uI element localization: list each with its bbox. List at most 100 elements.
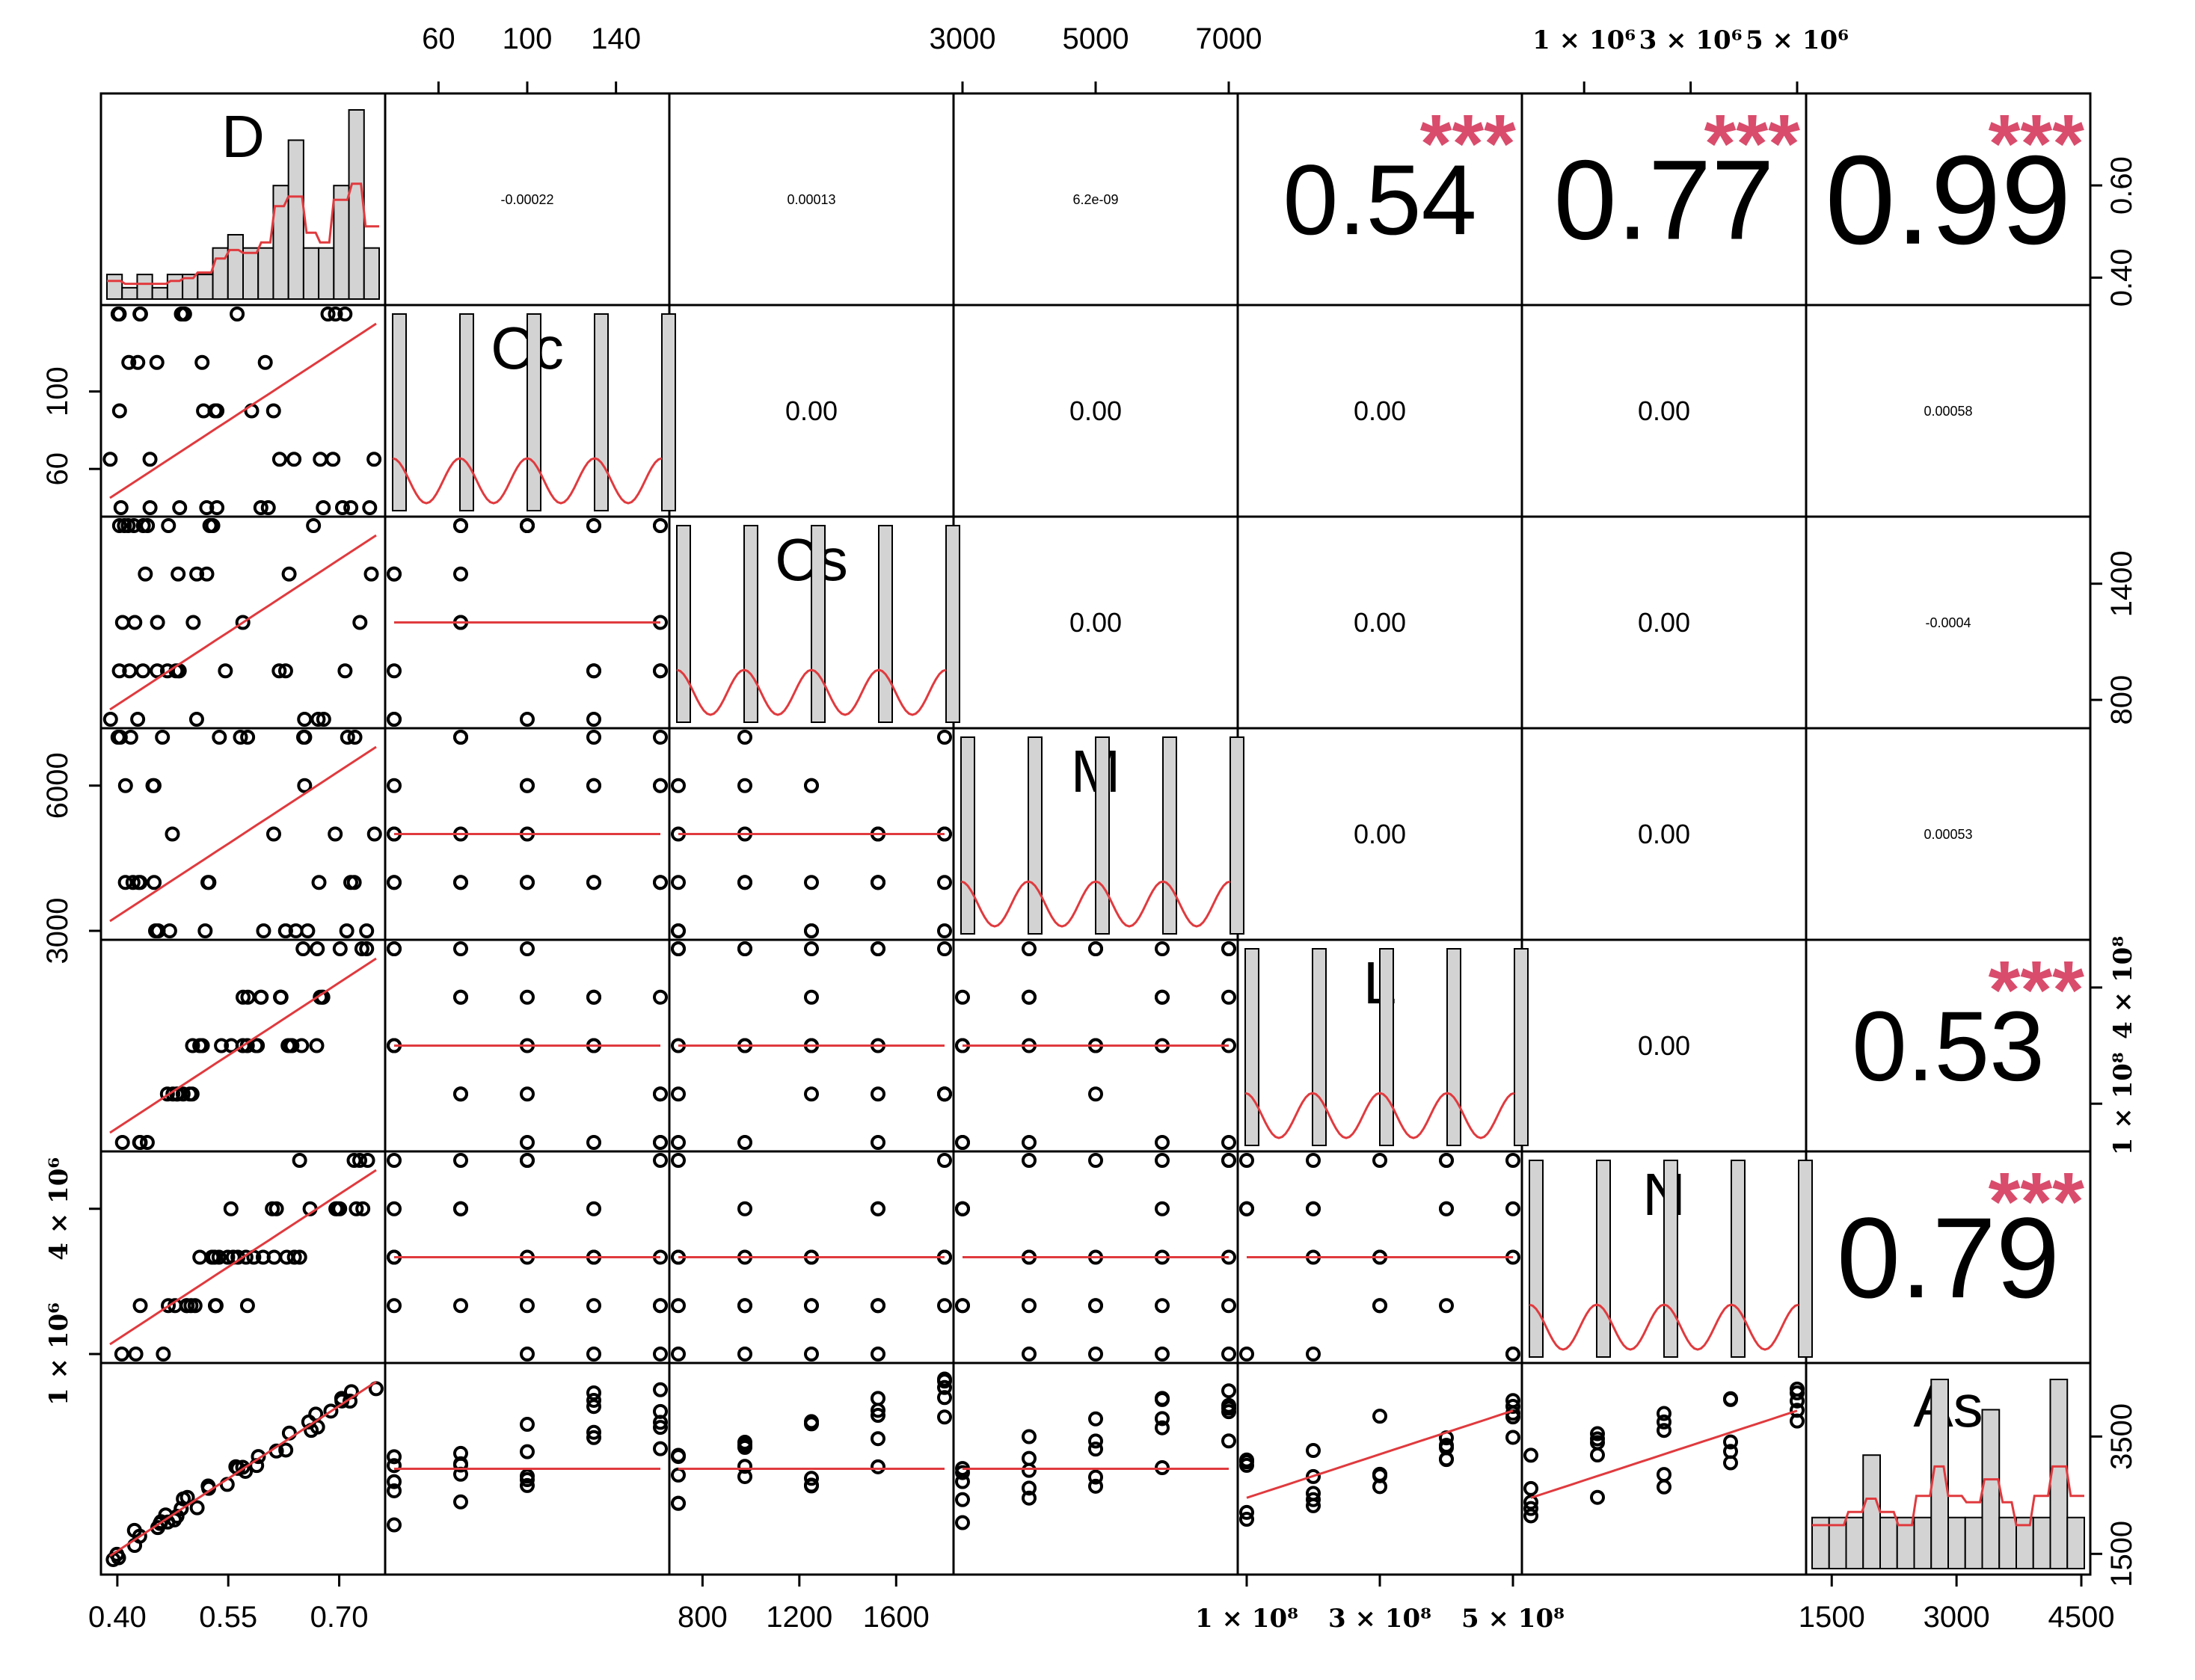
correlation-value-1-5: 0.00	[1638, 396, 1690, 426]
scatter-point-4-0-22	[273, 989, 289, 1005]
histogram-bar-Cs-3	[878, 525, 893, 723]
scatter-point-6-5-17	[1657, 1479, 1671, 1495]
correlation-value-4-6: 0.53	[1852, 991, 2045, 1102]
scatter-point-6-4-23	[1439, 1452, 1454, 1468]
scatter-point-2-0-10	[189, 566, 205, 582]
scatter-point-5-1-22	[520, 1153, 535, 1168]
scatter-point-5-1-24	[653, 1298, 668, 1314]
scatter-point-1-0-9	[172, 500, 188, 515]
scatter-point-3-0-34	[297, 778, 313, 793]
scatter-point-1-0-25	[343, 500, 359, 515]
scatter-point-1-0-17	[111, 403, 127, 419]
histogram-bar-M-2	[1095, 736, 1110, 935]
scatter-point-4-3-2	[1088, 1086, 1103, 1102]
scatter-point-6-2-20	[671, 1495, 686, 1511]
scatter-point-5-1-4	[653, 1153, 668, 1168]
histogram-bar-D-6	[197, 274, 214, 300]
scatter-point-1-0-24	[194, 354, 210, 370]
histogram-bar-Cs-0	[676, 525, 691, 723]
histogram-bar-D-9	[242, 247, 260, 300]
histogram-bar-Cc-3	[594, 313, 609, 511]
scatter-point-6-1-9	[653, 1441, 668, 1456]
scatter-point-6-4-10	[1239, 1454, 1254, 1470]
scatter-panel-1-0	[102, 307, 382, 515]
scatter-point-2-0-18	[218, 663, 233, 679]
scatter-point-2-1-19	[653, 663, 668, 679]
scatter-point-5-1-16	[453, 1201, 468, 1216]
scatter-point-6-3-15	[955, 1515, 970, 1530]
scatter-point-2-0-35	[140, 518, 156, 533]
scatter-point-3-2-23	[871, 875, 885, 890]
scatter-point-3-1-22	[520, 875, 535, 890]
scatter-point-6-3-5	[955, 1492, 970, 1507]
scatter-point-4-2-2	[804, 989, 819, 1005]
panel-6-6	[1805, 1361, 2092, 1576]
scatter-point-4-3-23	[1155, 989, 1170, 1005]
significance-stars-0-6: ***	[1989, 98, 2085, 190]
scatter-point-6-5-1	[1590, 1426, 1605, 1441]
scatter-point-6-5-15	[1523, 1495, 1538, 1510]
histogram-bar-As-14	[2049, 1379, 2069, 1569]
scatter-point-4-0-26	[283, 1038, 299, 1053]
scatter-point-3-1-14	[653, 778, 668, 793]
scatter-point-2-0-30	[102, 712, 118, 727]
scatter-point-1-0-0	[253, 500, 268, 515]
scatter-point-2-0-25	[111, 663, 127, 679]
correlation-value-0-4: 0.54	[1283, 144, 1476, 256]
scatter-panel-6-0	[105, 1380, 384, 1567]
scatter-point-2-1-11	[453, 566, 468, 582]
scatter-point-5-2-21	[737, 1347, 752, 1361]
scatter-point-2-0-5	[138, 566, 153, 582]
scatter-point-1-0-30	[132, 307, 148, 321]
scatter-panel-4-1	[387, 941, 668, 1150]
histogram-bar-D-12	[287, 139, 304, 300]
scatter-point-6-4-4	[1505, 1430, 1520, 1445]
scatter-point-5-3-5	[955, 1298, 970, 1314]
histogram-bar-D-1	[121, 286, 138, 301]
left-tick-label-1-1: 100	[41, 366, 74, 416]
scatter-point-3-2-15	[671, 778, 686, 793]
scatter-point-3-1-10	[387, 875, 402, 890]
scatter-point-3-0-23	[125, 875, 141, 890]
scatter-point-6-3-8	[1155, 1411, 1170, 1427]
correlation-value-2-4: 0.00	[1354, 607, 1406, 638]
scatter-point-2-0-9	[277, 663, 293, 679]
scatter-point-4-2-24	[937, 1086, 952, 1102]
scatter-point-5-4-21	[1306, 1201, 1321, 1216]
scatter-point-3-0-19	[300, 923, 316, 938]
histogram-bar-L-2	[1379, 948, 1394, 1146]
right-tick-label-4-0: 1 × 10⁸	[2108, 1052, 2138, 1155]
scatter-point-4-1-20	[387, 941, 402, 956]
scatter-point-5-0-22	[346, 1153, 362, 1168]
right-tick-label-0-0: 0.40	[2105, 248, 2138, 307]
correlation-value-3-4: 0.00	[1354, 819, 1406, 849]
scatter-point-2-0-26	[271, 663, 287, 679]
scatter-point-1-0-8	[271, 452, 287, 467]
scatter-point-1-0-36	[328, 307, 343, 321]
correlation-value-3-5: 0.00	[1638, 819, 1690, 849]
bottom-tick-label-6-1: 3000	[1924, 1601, 1990, 1634]
histogram-bar-As-11	[1998, 1516, 2017, 1569]
scatter-point-3-1-3	[586, 730, 601, 745]
left-tick-label-5-0: 1 × 10⁶	[44, 1302, 74, 1406]
scatter-point-4-3-20	[955, 989, 970, 1005]
scatter-point-5-1-18	[586, 1347, 601, 1361]
right-tick-label-2-0: 800	[2105, 675, 2138, 725]
right-tick-label-0-1: 0.60	[2105, 156, 2138, 215]
scatter-point-6-3-18	[1155, 1391, 1170, 1406]
scatter-point-3-2-22	[804, 923, 819, 938]
scatter-point-5-3-2	[1088, 1153, 1103, 1168]
significance-stars-0-5: ***	[1704, 98, 1801, 190]
smoother-line-4-0	[109, 957, 377, 1134]
scatter-point-6-5-18	[1723, 1434, 1738, 1450]
scatter-point-5-4-24	[1505, 1347, 1520, 1361]
histogram-bar-As-10	[1981, 1409, 2001, 1569]
scatter-point-5-0-13	[223, 1201, 239, 1216]
scatter-point-4-0-25	[159, 1086, 175, 1102]
scatter-point-5-3-3	[1155, 1298, 1170, 1314]
scatter-point-4-0-7	[359, 941, 375, 956]
scatter-point-6-0-34	[176, 1491, 191, 1507]
scatter-point-6-4-1	[1306, 1492, 1321, 1507]
scatter-point-5-2-8	[871, 1347, 885, 1361]
scatter-point-5-4-4	[1505, 1153, 1520, 1168]
